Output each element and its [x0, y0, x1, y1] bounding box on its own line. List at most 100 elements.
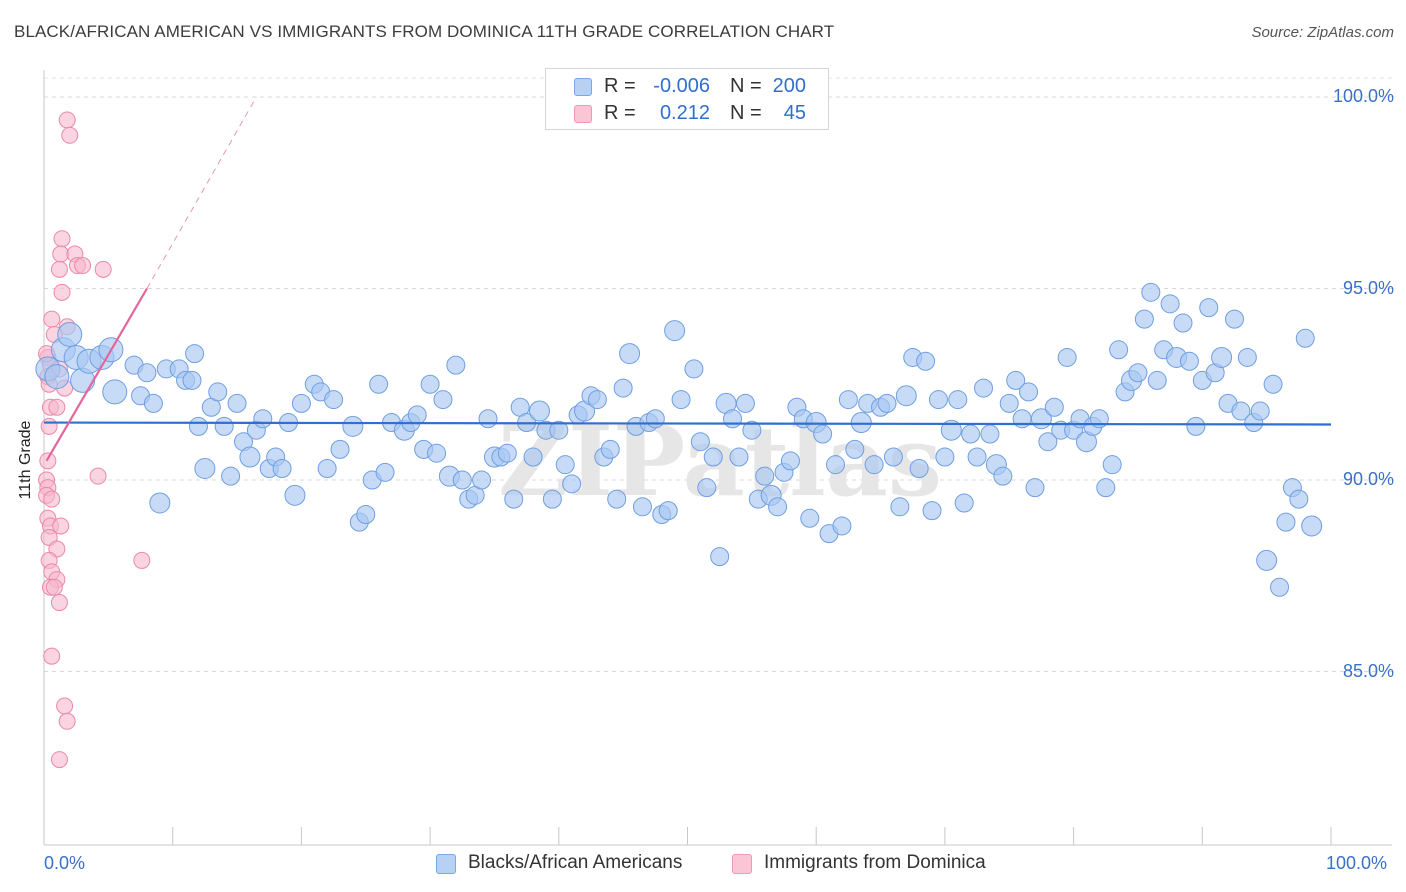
- data-point-blacks: [838, 390, 858, 410]
- data-point-blacks: [890, 497, 910, 517]
- x-tick-label-max: 100.0%: [1326, 853, 1388, 873]
- data-point-blacks: [102, 379, 128, 405]
- data-point-blacks: [1263, 374, 1283, 394]
- data-point-blacks: [742, 420, 762, 440]
- legend-row-blue: R = -0.006 N = 200: [546, 74, 828, 100]
- data-point-blacks: [600, 439, 620, 459]
- data-point-blacks: [768, 497, 788, 517]
- data-point-blacks: [1006, 370, 1026, 390]
- data-point-blacks: [664, 320, 686, 342]
- data-point-dominica: [94, 260, 112, 278]
- data-point-blacks: [954, 493, 974, 513]
- legend-swatch-dominica: [732, 854, 752, 874]
- data-point-blacks: [877, 393, 897, 413]
- data-point-blacks: [1141, 282, 1161, 302]
- trend-lines: [43, 96, 1332, 462]
- data-point-blacks: [632, 497, 652, 517]
- data-point-blacks: [1224, 309, 1244, 329]
- data-point-blacks: [420, 374, 440, 394]
- data-point-blacks: [44, 364, 70, 390]
- series-blacks-african-americans: [35, 282, 1323, 597]
- data-point-blacks: [999, 393, 1019, 413]
- data-point-blacks: [850, 412, 872, 434]
- data-point-blacks: [967, 447, 987, 467]
- data-point-blacks: [697, 478, 717, 498]
- data-point-blacks: [755, 466, 775, 486]
- data-point-blacks: [1044, 397, 1064, 417]
- legend-swatch-blacks: [436, 854, 456, 874]
- data-point-blacks: [143, 393, 163, 413]
- data-point-blacks: [1237, 347, 1257, 367]
- data-point-blacks: [185, 344, 205, 364]
- data-point-dominica: [48, 398, 66, 416]
- data-point-blacks: [922, 501, 942, 521]
- data-point-blacks: [1295, 328, 1315, 348]
- trend-line-dominica-extension: [146, 96, 257, 289]
- data-point-blacks: [684, 359, 704, 379]
- data-point-blacks: [1179, 351, 1199, 371]
- data-point-blacks: [671, 390, 691, 410]
- x-tick-label-min: 0.0%: [44, 853, 86, 873]
- data-point-blacks: [188, 416, 208, 436]
- data-point-blacks: [369, 374, 389, 394]
- data-point-blacks: [555, 455, 575, 475]
- data-point-blacks: [961, 424, 981, 444]
- y-tick-label: 95.0%: [1342, 277, 1394, 298]
- data-point-blacks: [504, 489, 524, 509]
- data-point-blacks: [478, 409, 498, 429]
- data-point-blacks: [342, 415, 364, 437]
- data-point-blacks: [916, 351, 936, 371]
- data-point-blacks: [645, 409, 665, 429]
- data-point-blacks: [427, 443, 447, 463]
- trend-line-dominica: [45, 287, 148, 462]
- data-point-blacks: [690, 432, 710, 452]
- data-point-blacks: [1211, 346, 1233, 368]
- data-point-dominica: [43, 647, 61, 665]
- data-point-blacks: [974, 378, 994, 398]
- data-point-blacks: [330, 439, 350, 459]
- data-point-dominica: [39, 452, 57, 470]
- data-point-blacks: [864, 455, 884, 475]
- data-point-blacks: [1057, 347, 1077, 367]
- data-point-blacks: [452, 470, 472, 490]
- data-point-blacks: [710, 547, 730, 567]
- data-point-blacks: [1250, 401, 1270, 421]
- data-point-dominica: [50, 260, 68, 278]
- data-point-blacks: [993, 466, 1013, 486]
- data-point-blacks: [845, 439, 865, 459]
- data-point-blacks: [1173, 313, 1193, 333]
- data-point-dominica: [50, 594, 68, 612]
- data-point-blacks: [780, 451, 800, 471]
- data-point-blacks: [613, 378, 633, 398]
- data-point-blacks: [1301, 515, 1323, 537]
- data-point-blacks: [149, 492, 171, 514]
- legend-r-value: 0.212: [659, 102, 710, 124]
- data-point-blacks: [1186, 416, 1206, 436]
- data-point-blacks: [1102, 455, 1122, 475]
- data-point-dominica: [74, 257, 92, 275]
- data-point-blacks: [1096, 478, 1116, 498]
- data-point-blacks: [1199, 298, 1219, 318]
- data-point-blacks: [832, 516, 852, 536]
- data-point-blacks: [272, 459, 292, 479]
- data-point-blacks: [883, 447, 903, 467]
- legend-swatch-pink: [574, 105, 592, 123]
- data-point-blacks: [227, 393, 247, 413]
- data-point-blacks: [317, 459, 337, 479]
- data-point-blacks: [523, 447, 543, 467]
- data-point-blacks: [528, 400, 550, 422]
- data-point-blacks: [1270, 577, 1290, 597]
- legend-r-label: R =: [604, 102, 636, 124]
- data-point-blacks: [57, 321, 83, 347]
- data-point-blacks: [735, 393, 755, 413]
- data-point-blacks: [182, 370, 202, 390]
- data-point-blacks: [1134, 309, 1154, 329]
- chart-title: BLACK/AFRICAN AMERICAN VS IMMIGRANTS FRO…: [14, 22, 835, 41]
- grid-layer: [44, 77, 1392, 672]
- data-point-blacks: [658, 501, 678, 521]
- data-point-blacks: [826, 455, 846, 475]
- legend-swatch-blue: [574, 78, 592, 96]
- data-point-blacks: [1276, 512, 1296, 532]
- data-point-blacks: [980, 424, 1000, 444]
